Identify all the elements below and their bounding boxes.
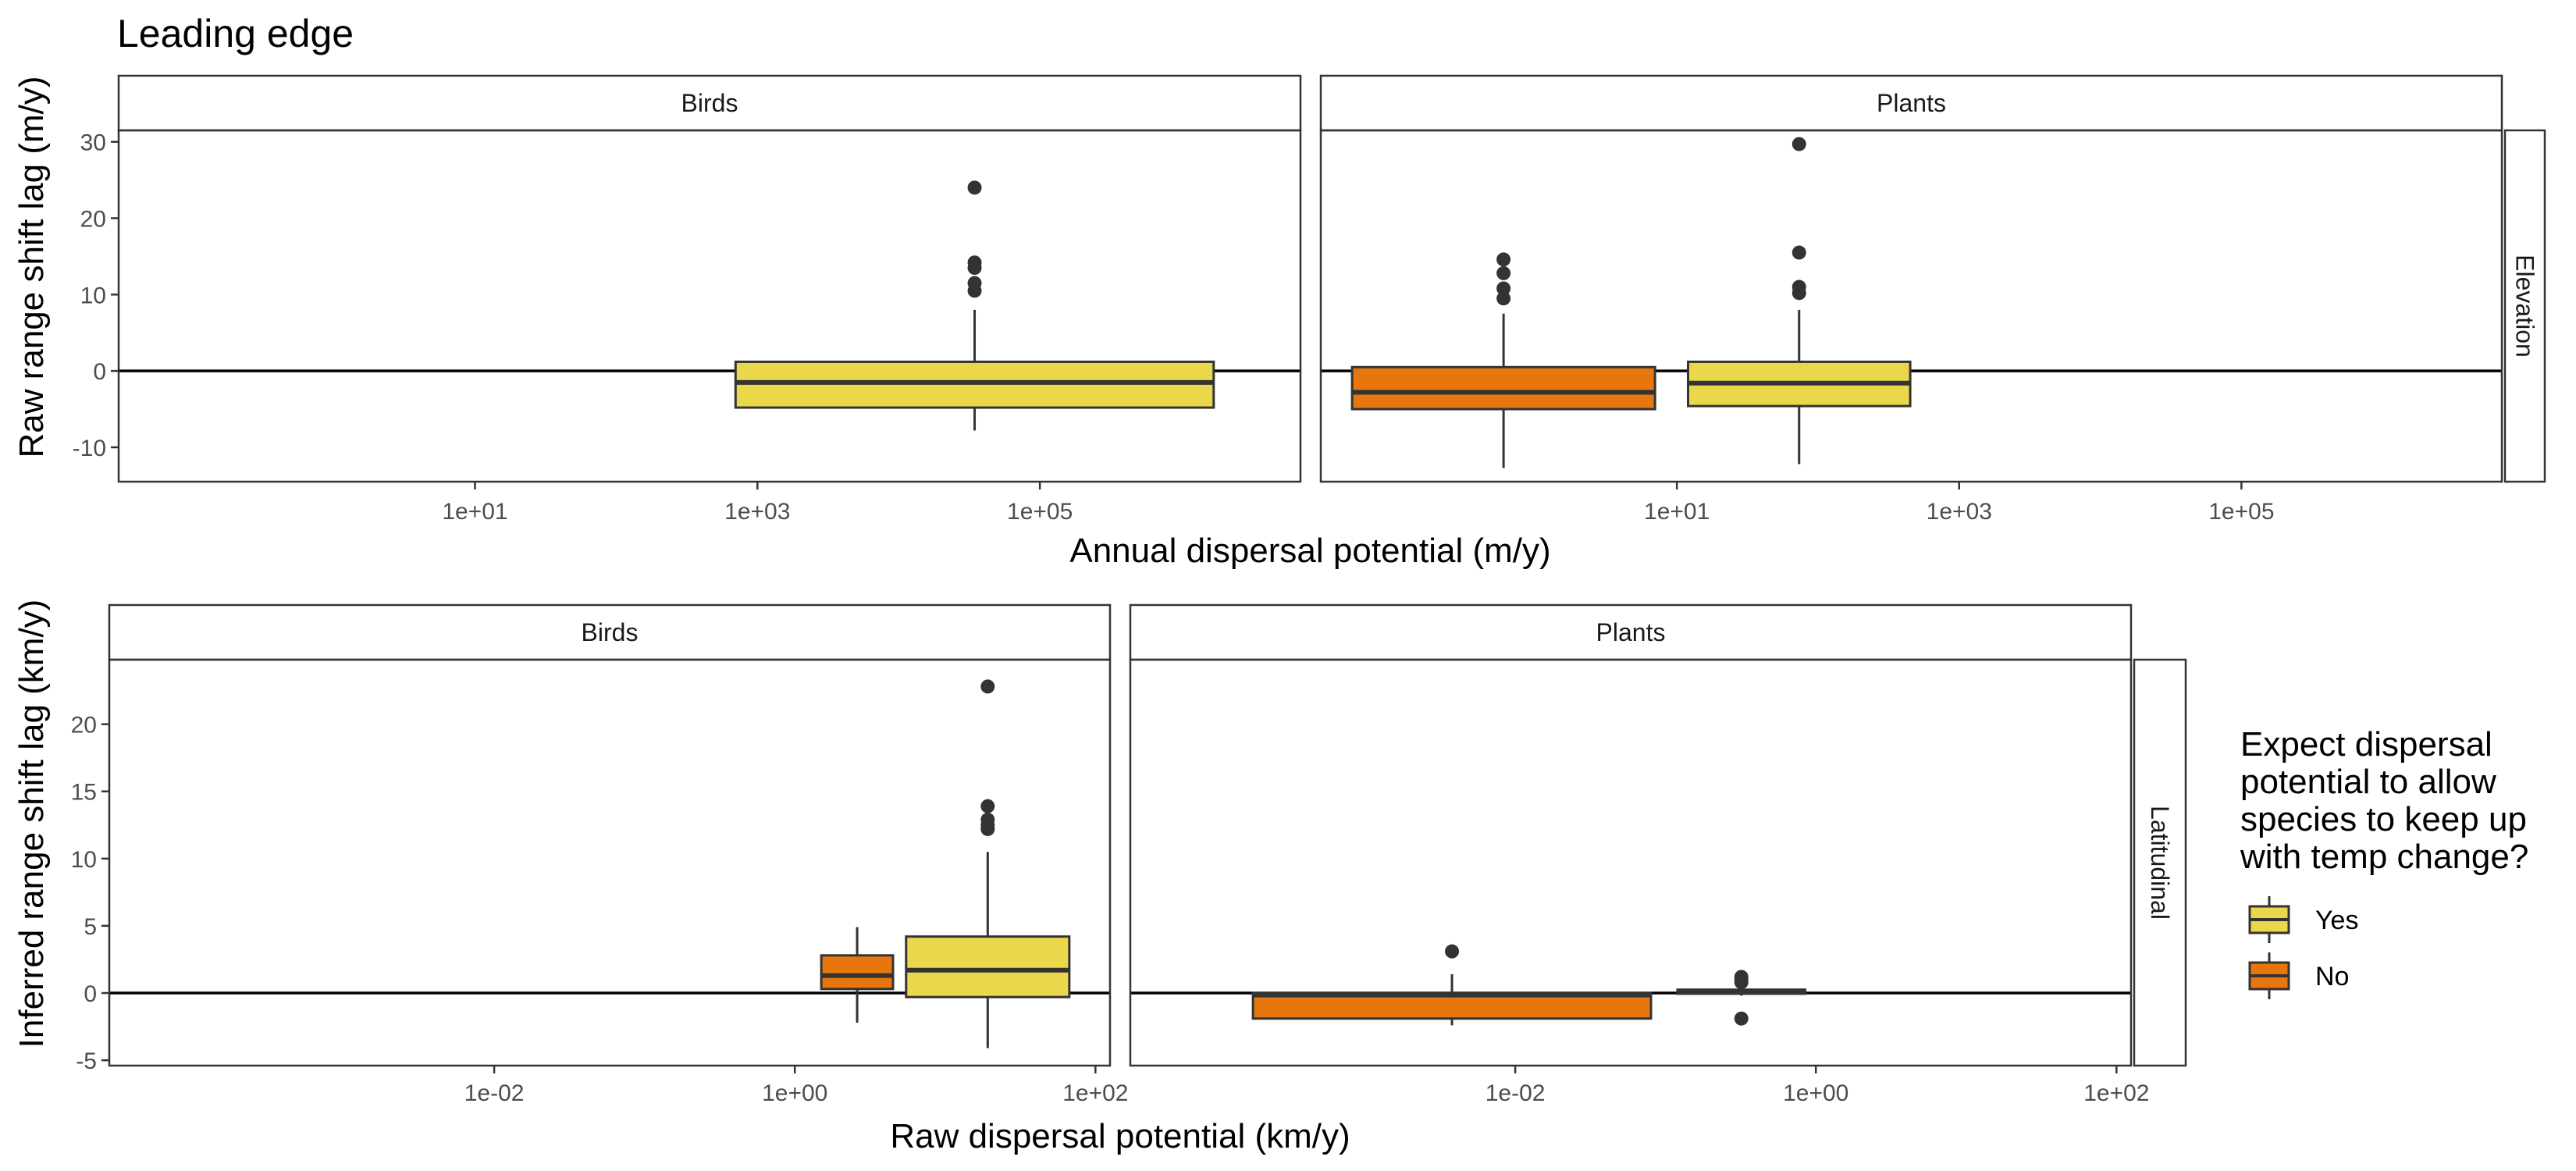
legend-title-line: with temp change? bbox=[2240, 838, 2528, 876]
panel-border bbox=[1129, 658, 2133, 1067]
strip-birds bbox=[117, 74, 1302, 132]
outlier-point bbox=[980, 812, 995, 827]
x-tick-label: 1e-02 bbox=[1485, 1080, 1546, 1106]
outlier-point bbox=[967, 180, 982, 195]
y-tick-label: 30 bbox=[80, 130, 106, 156]
row-strip-label: Elevation bbox=[2511, 254, 2539, 358]
outlier-point bbox=[1791, 137, 1806, 151]
y-tick-label: 20 bbox=[80, 207, 106, 233]
x-tick-label: 1e-02 bbox=[464, 1080, 525, 1106]
legend-key-yes: Yes bbox=[2248, 896, 2358, 943]
box-yes bbox=[734, 180, 1215, 431]
outlier-point bbox=[980, 679, 995, 694]
x-tick-label: 1e+01 bbox=[442, 499, 507, 525]
x-tick-label: 1e+00 bbox=[1783, 1080, 1848, 1106]
outlier-point bbox=[1496, 281, 1511, 296]
x-axis-title: Annual dispersal potential (m/y) bbox=[1069, 532, 1550, 570]
x-tick-label: 1e+01 bbox=[1644, 499, 1710, 525]
outlier-point bbox=[1445, 944, 1460, 959]
strip-plants bbox=[1129, 603, 2133, 661]
box-yes bbox=[1686, 137, 1912, 464]
legend-title-line: Expect dispersal bbox=[2240, 725, 2492, 763]
y-tick-label: 20 bbox=[71, 713, 97, 739]
strip-label: Birds bbox=[681, 89, 738, 117]
box-body bbox=[820, 954, 895, 991]
legend-title-line: potential to allow bbox=[2240, 763, 2496, 801]
outlier-point bbox=[967, 276, 982, 290]
panel-birds: Birds 1e+01 1e+03 1e+05 -10 0 10 20 30 bbox=[73, 74, 1302, 525]
plot-area: Birds 1e+01 1e+03 1e+05 -10 0 10 20 30 Plants 1e+0… bbox=[12, 74, 2546, 1155]
outlier-point bbox=[980, 799, 995, 813]
box-no bbox=[820, 927, 895, 1023]
y-tick-label: -5 bbox=[76, 1048, 97, 1074]
x-tick-label: 1e+03 bbox=[1927, 499, 1992, 525]
x-tick-label: 1e+05 bbox=[2208, 499, 2274, 525]
strip-birds bbox=[108, 603, 1112, 661]
x-tick-label: 1e+00 bbox=[762, 1080, 827, 1106]
y-axis-title: Raw range shift lag (m/y) bbox=[12, 76, 51, 457]
box-yes bbox=[1676, 970, 1807, 1026]
y-tick-label: 0 bbox=[93, 359, 106, 385]
chart-row-latitudinal: Birds 1e-02 1e+00 1e+02 -5 0 5 10 15 20 Plants 1e-0… bbox=[12, 600, 2187, 1155]
y-tick-label: 10 bbox=[80, 283, 106, 308]
x-tick-label: 1e+03 bbox=[724, 499, 790, 525]
box-no bbox=[1251, 944, 1653, 1026]
y-tick-label: 10 bbox=[71, 847, 97, 873]
outlier-point bbox=[1734, 1011, 1749, 1026]
outlier-point bbox=[1791, 245, 1806, 260]
panel-border bbox=[108, 658, 1112, 1067]
x-tick-label: 1e+02 bbox=[1062, 1080, 1128, 1106]
box-no bbox=[1350, 252, 1656, 468]
strip-plants bbox=[1319, 74, 2503, 132]
x-tick-label: 1e+02 bbox=[2083, 1080, 2149, 1106]
legend-key-no: No bbox=[2248, 952, 2349, 999]
outlier-point bbox=[1734, 970, 1749, 984]
strip-label: Plants bbox=[1877, 89, 1946, 117]
outlier-point bbox=[1791, 279, 1806, 294]
strip-elevation bbox=[2503, 129, 2546, 483]
x-tick-label: 1e+05 bbox=[1007, 499, 1073, 525]
row-strip-label: Latitudinal bbox=[2146, 806, 2174, 920]
outlier-point bbox=[967, 255, 982, 270]
panel-plants: Plants 1e+01 1e+03 1e+05 bbox=[1319, 74, 2503, 525]
y-tick-label: 0 bbox=[84, 981, 97, 1007]
strip-label: Plants bbox=[1596, 618, 1666, 646]
outlier-point bbox=[1496, 252, 1511, 267]
panel-plants: Plants 1e-02 1e+00 1e+02 bbox=[1129, 603, 2149, 1106]
y-tick-label: -10 bbox=[73, 436, 106, 461]
y-axis-title: Inferred range shift lag (km/y) bbox=[12, 600, 51, 1048]
panel-border bbox=[117, 129, 1302, 483]
legend-label: No bbox=[2315, 962, 2349, 991]
panel-birds: Birds 1e-02 1e+00 1e+02 -5 0 5 10 15 20 bbox=[71, 603, 1128, 1106]
legend-title-line: species to keep up bbox=[2240, 800, 2527, 838]
figure-title: Leading edge bbox=[117, 12, 354, 55]
strip-label: Birds bbox=[582, 618, 639, 646]
panel-border bbox=[1319, 129, 2503, 483]
box-body bbox=[905, 935, 1071, 998]
y-tick-label: 15 bbox=[71, 780, 97, 806]
box-yes bbox=[905, 679, 1071, 1048]
outlier-point bbox=[1496, 265, 1511, 280]
chart-row-elevation: Birds 1e+01 1e+03 1e+05 -10 0 10 20 30 Plants 1e+0… bbox=[12, 74, 2546, 570]
outlier-point bbox=[1496, 291, 1511, 306]
y-tick-label: 5 bbox=[84, 914, 97, 940]
strip-latitudinal bbox=[2133, 658, 2187, 1067]
legend-label: Yes bbox=[2315, 906, 2358, 935]
box-body bbox=[1350, 365, 1656, 411]
x-axis-title: Raw dispersal potential (km/y) bbox=[890, 1117, 1350, 1155]
